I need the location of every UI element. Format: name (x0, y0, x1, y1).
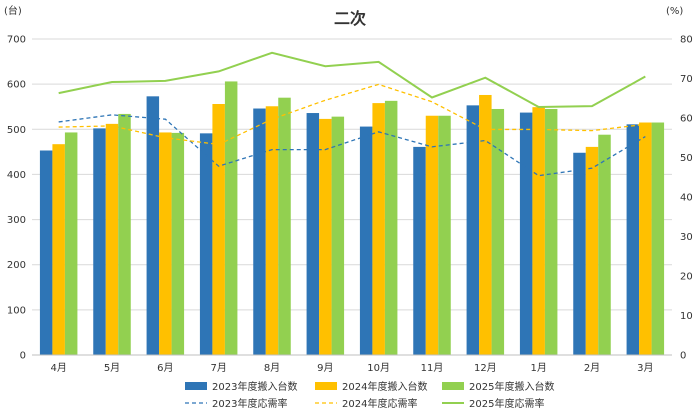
bar (118, 113, 131, 356)
bar (491, 108, 505, 355)
legend-label: 2023年度搬入台数 (212, 380, 297, 393)
y-left-unit: (台) (4, 4, 22, 17)
y-right-tick-label: 70 (680, 74, 693, 85)
lines (58, 51, 646, 177)
bar (278, 97, 291, 355)
bar (425, 115, 439, 355)
bar (639, 122, 652, 355)
bar (253, 108, 266, 356)
y-right-unit: (%) (666, 6, 683, 17)
bar (519, 112, 533, 355)
y-left-tick-label: 0 (20, 351, 26, 362)
bar (146, 96, 160, 356)
y-right-tick-label: 0 (680, 351, 686, 362)
bar (413, 146, 426, 355)
x-tick-label: 9月 (317, 362, 333, 374)
bar (64, 132, 78, 355)
x-tick-label: 2月 (584, 362, 600, 374)
bar (171, 132, 185, 355)
bar (331, 116, 345, 355)
series-line (58, 83, 646, 146)
bar (39, 150, 53, 355)
bar (651, 122, 665, 355)
bar (265, 106, 279, 356)
bar (479, 94, 492, 355)
x-tick-label: 5月 (104, 362, 120, 374)
chart-title: 二次 (334, 9, 366, 28)
legend-swatch (442, 382, 464, 390)
x-tick-label: 11月 (421, 362, 444, 374)
bar (105, 123, 119, 356)
bar (93, 128, 106, 355)
y-left-tick-label: 200 (7, 260, 26, 271)
bar (384, 100, 398, 356)
legend-label: 2023年度応需率 (212, 397, 287, 410)
y-right-tick-label: 50 (680, 153, 693, 164)
bar (319, 118, 332, 355)
y-left-tick-label: 100 (7, 305, 26, 316)
bar (532, 107, 545, 355)
legend-swatch (315, 382, 337, 390)
y-left-tick-label: 300 (7, 215, 26, 226)
legend-label: 2024年度応需率 (342, 397, 417, 410)
legend: 2023年度搬入台数 2024年度搬入台数 2025年度搬入台数 2023年度応需率 2… (185, 380, 554, 410)
y-right-tick-label: 10 (680, 311, 693, 322)
y-left-tick-label: 400 (7, 170, 26, 181)
x-tick-label: 1月 (530, 362, 546, 374)
series-line (58, 51, 646, 108)
bar (573, 152, 586, 355)
x-tick-label: 7月 (210, 362, 226, 374)
grid-lines (32, 38, 672, 356)
y-left-tick-label: 500 (7, 125, 26, 136)
bar (438, 115, 451, 355)
axes: 0 100 200 300 400 500 600 700 0 10 20 30 40 50 60 70 80 4… (7, 35, 693, 375)
x-tick-label: 3月 (637, 362, 653, 374)
x-tick-label: 8月 (264, 362, 280, 374)
bar (626, 124, 640, 355)
y-right-tick-label: 60 (680, 114, 693, 125)
bar (359, 126, 373, 355)
bar (52, 144, 65, 355)
bar (212, 104, 225, 356)
bar (306, 113, 320, 355)
x-tick-label: 12月 (474, 362, 497, 374)
bar (466, 105, 480, 355)
bar (224, 81, 238, 355)
legend-label: 2025年度搬入台数 (469, 380, 554, 393)
bar (372, 103, 385, 355)
bar (598, 134, 611, 355)
y-left-tick-label: 600 (7, 80, 26, 91)
y-right-tick-label: 80 (680, 35, 693, 46)
y-right-tick-label: 40 (680, 193, 693, 204)
y-right-tick-label: 30 (680, 232, 693, 243)
bars (39, 81, 665, 356)
legend-swatch (185, 382, 207, 390)
bar (199, 133, 213, 355)
x-tick-label: 10月 (367, 362, 390, 374)
legend-label: 2025年度応需率 (469, 397, 544, 410)
series-line (58, 114, 646, 177)
y-left-tick-label: 700 (7, 35, 26, 46)
x-tick-label: 4月 (50, 362, 66, 374)
bar (585, 146, 599, 355)
bar (544, 108, 558, 355)
legend-label: 2024年度搬入台数 (342, 380, 427, 393)
bar (159, 132, 172, 355)
y-right-tick-label: 20 (680, 272, 693, 283)
x-tick-label: 6月 (157, 362, 173, 374)
